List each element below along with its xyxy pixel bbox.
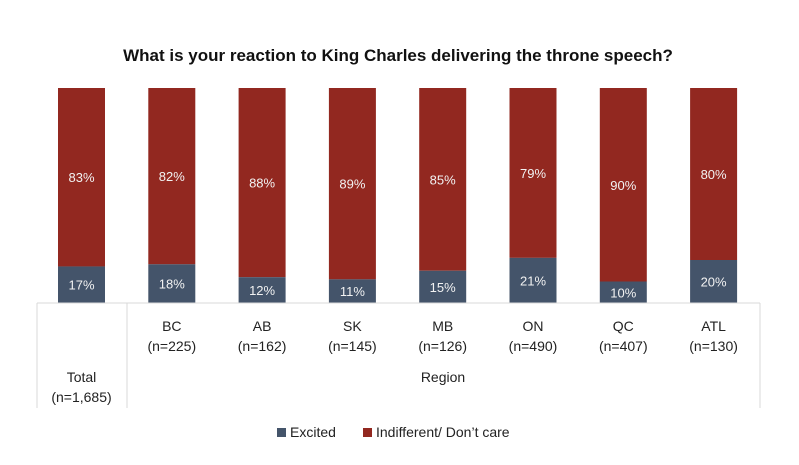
bar-indifferent-qc [599, 88, 647, 282]
group-label-region: Region [421, 369, 465, 385]
data-label-indifferent: 80% [701, 167, 727, 182]
data-label-excited: 17% [68, 278, 94, 293]
bar-excited-ab [238, 277, 286, 303]
data-label-excited: 10% [610, 285, 636, 300]
data-label-excited: 21% [520, 273, 546, 288]
tick-label-n-sk: (n=145) [328, 338, 377, 354]
tick-label-n-mb: (n=126) [418, 338, 467, 354]
bar-excited-qc [599, 281, 647, 303]
data-label-indifferent: 89% [339, 177, 365, 192]
bar-indifferent-sk [328, 88, 376, 280]
tick-label-n-bc: (n=225) [147, 338, 196, 354]
bar-excited-atl [690, 260, 738, 303]
legend-swatch-indifferent [363, 428, 372, 437]
bar-indifferent-atl [690, 88, 738, 260]
data-label-excited: 11% [340, 284, 365, 299]
bar-excited-bc [148, 264, 196, 303]
tick-label-bc: BC [162, 318, 181, 334]
data-label-excited: 20% [701, 275, 727, 290]
bar-indifferent-total [58, 88, 105, 267]
tick-label-n-on: (n=490) [509, 338, 558, 354]
category-axis: Total (n=1,685) BC (n=225) AB (n=162) SK (n=145… [36, 302, 761, 408]
data-label-indifferent: 88% [249, 176, 275, 191]
bar-excited-total [58, 266, 105, 303]
data-label-excited: 12% [249, 283, 275, 298]
chart-title: What is your reaction to King Charles de… [123, 46, 673, 65]
bar-excited-sk [328, 279, 376, 303]
tick-label-on: ON [523, 318, 544, 334]
bars-group: 83% 17% 82% 18% 88% 12% 89% 11% 85% 15% 79% 21% 90% 1… [58, 88, 738, 303]
legend-label-excited: Excited [290, 424, 336, 440]
tick-label-n-ab: (n=162) [238, 338, 287, 354]
data-label-indifferent: 82% [159, 169, 185, 184]
data-label-indifferent: 79% [520, 166, 546, 181]
bar-indifferent-on [509, 88, 557, 258]
tick-label-n-total: (n=1,685) [51, 389, 111, 405]
legend-swatch-excited [277, 428, 286, 437]
tick-label-n-qc: (n=407) [599, 338, 648, 354]
tick-label-sk: SK [343, 318, 362, 334]
tick-label-total: Total [67, 369, 97, 385]
data-label-indifferent: 90% [610, 178, 636, 193]
tick-label-mb: MB [432, 318, 453, 334]
tick-label-qc: QC [613, 318, 634, 334]
bar-indifferent-bc [148, 88, 196, 265]
data-label-indifferent: 83% [68, 170, 94, 185]
tick-label-atl: ATL [701, 318, 726, 334]
bar-indifferent-mb [419, 88, 467, 271]
tick-label-n-atl: (n=130) [689, 338, 738, 354]
legend-label-indifferent: Indifferent/ Don’t care [376, 424, 510, 440]
bar-indifferent-ab [238, 88, 286, 278]
bar-excited-on [509, 257, 557, 303]
bar-excited-mb [419, 270, 467, 303]
data-label-indifferent: 85% [430, 172, 456, 187]
legend: Excited Indifferent/ Don’t care [277, 424, 510, 440]
data-label-excited: 15% [430, 280, 456, 295]
data-label-excited: 18% [159, 277, 185, 292]
tick-label-ab: AB [253, 318, 272, 334]
